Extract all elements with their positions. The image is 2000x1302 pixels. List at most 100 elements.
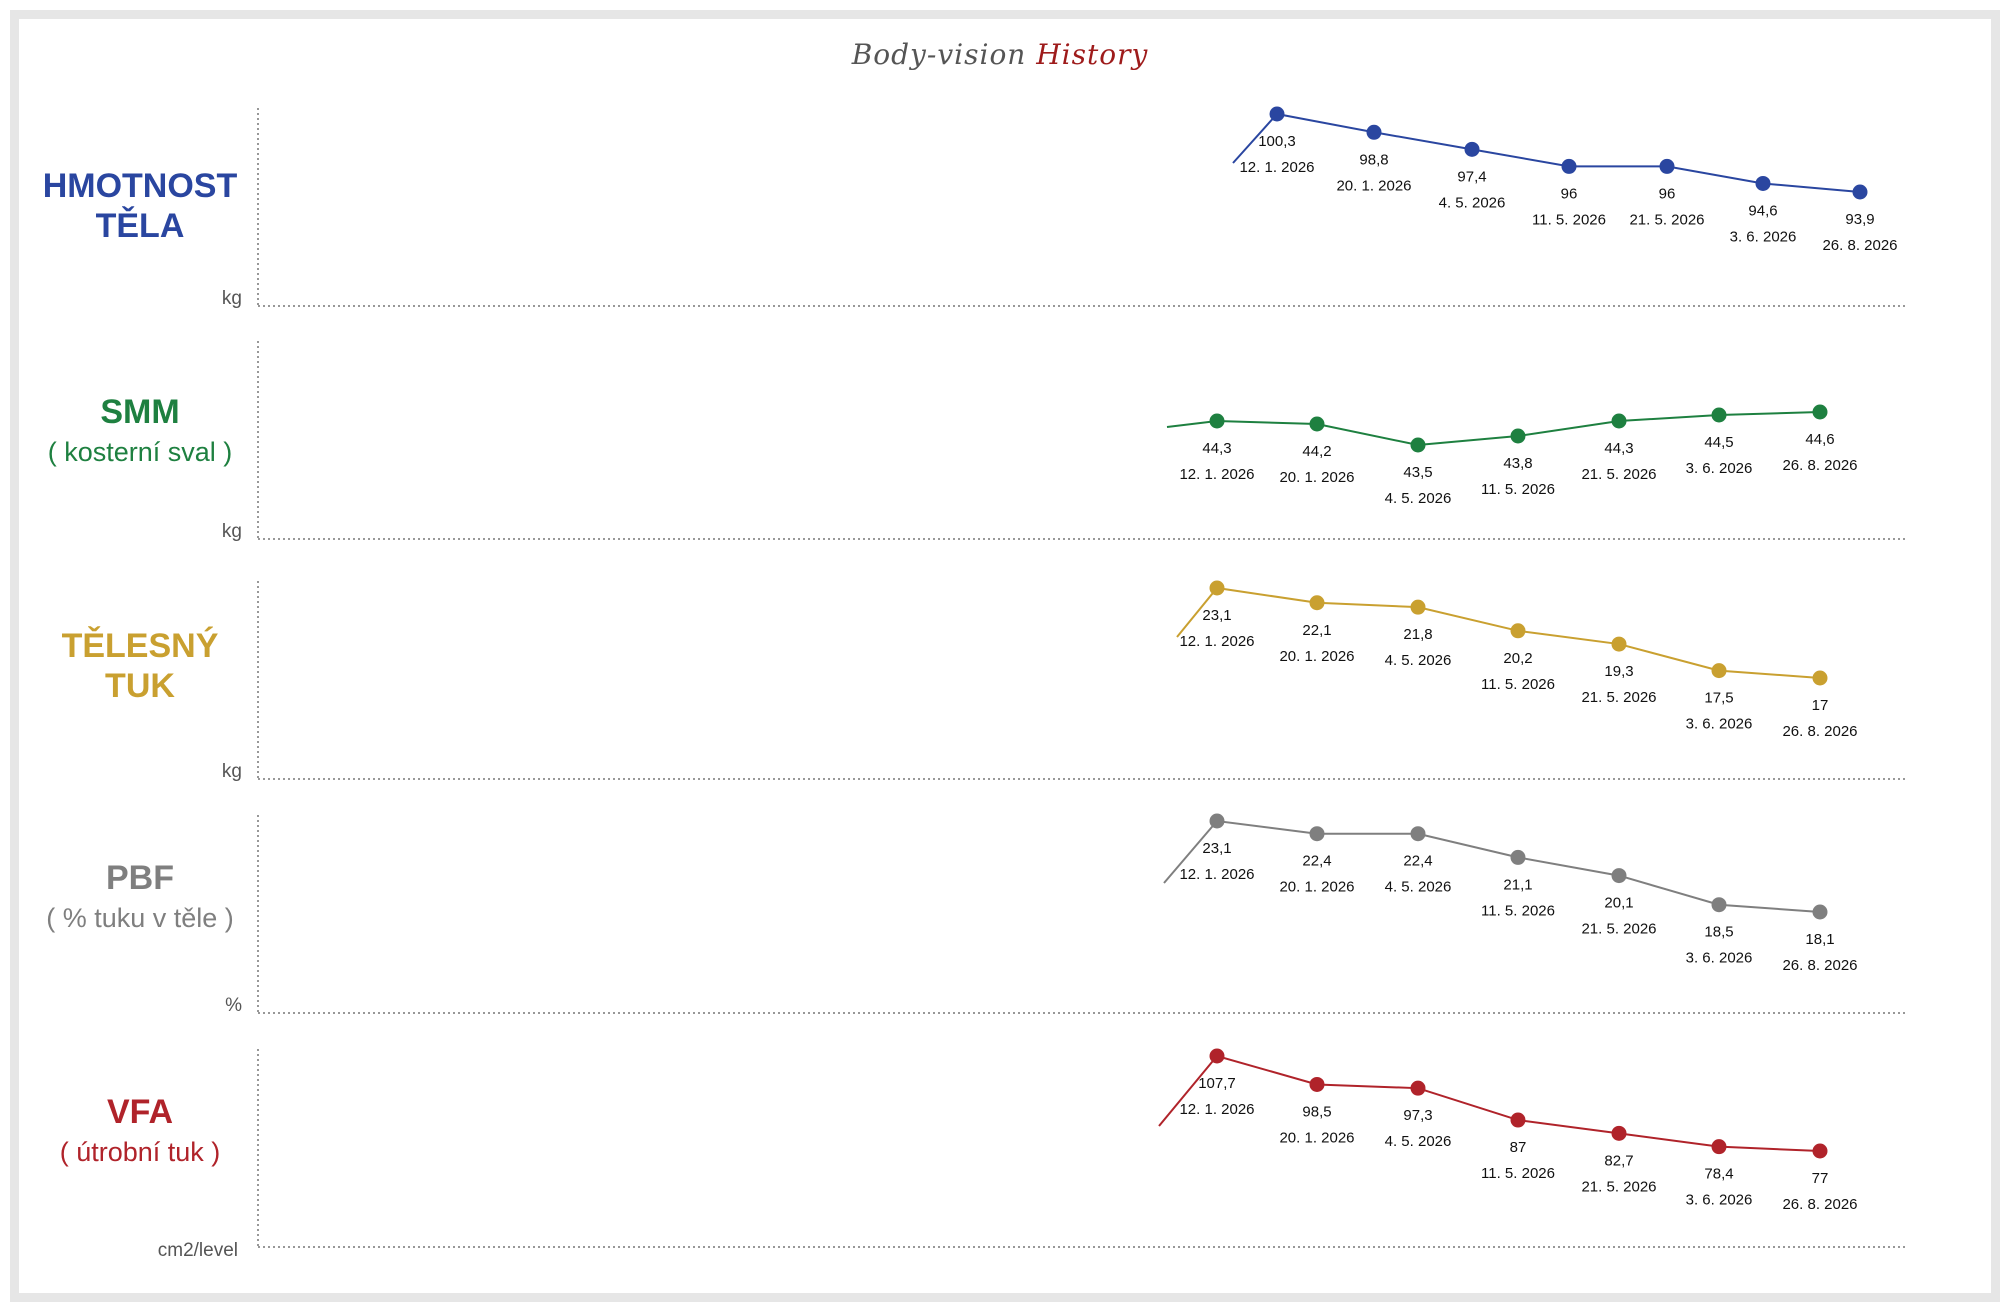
panel-title-smm-2: ( kosterní sval )	[47, 437, 233, 467]
data-point-fat-0	[1209, 580, 1225, 596]
date-label-smm-2: 4. 5. 2026	[1385, 490, 1452, 507]
data-label-pbf-4: 20,1	[1604, 895, 1633, 912]
date-label-smm-3: 11. 5. 2026	[1481, 481, 1555, 498]
data-label-weight-5: 94,6	[1748, 202, 1777, 219]
date-label-fat-6: 26. 8. 2026	[1782, 723, 1857, 740]
data-label-weight-3: 96	[1561, 185, 1578, 202]
date-label-pbf-2: 4. 5. 2026	[1385, 879, 1452, 896]
data-label-smm-2: 43,5	[1403, 464, 1432, 481]
panel-title-smm-1: SMM	[100, 393, 180, 431]
unit-fat: kg	[221, 761, 242, 782]
data-point-weight-1	[1366, 124, 1382, 140]
unit-smm: kg	[221, 521, 242, 542]
data-label-vfa-4: 82,7	[1604, 1152, 1633, 1169]
data-label-vfa-6: 77	[1812, 1170, 1829, 1187]
series-line-vfa	[1158, 1054, 1821, 1152]
panel-label-weight: HMOTNOST TĚLA	[20, 166, 260, 246]
data-label-smm-0: 44,3	[1202, 440, 1231, 457]
data-point-vfa-1	[1309, 1076, 1325, 1092]
data-label-fat-3: 20,2	[1503, 650, 1532, 667]
data-point-weight-0	[1269, 106, 1285, 122]
data-point-smm-2	[1410, 437, 1426, 453]
data-label-pbf-2: 22,4	[1403, 853, 1432, 870]
date-label-vfa-3: 11. 5. 2026	[1481, 1165, 1555, 1182]
data-point-smm-0	[1209, 413, 1225, 429]
data-point-fat-6	[1812, 670, 1828, 686]
panel-title-pbf-2: ( % tuku v těle )	[46, 903, 234, 933]
data-point-smm-4	[1611, 413, 1627, 429]
panel-title-weight-1: HMOTNOST	[42, 167, 238, 205]
data-point-weight-5	[1755, 175, 1771, 191]
data-label-pbf-1: 22,4	[1302, 853, 1331, 870]
date-label-weight-6: 26. 8. 2026	[1822, 237, 1897, 254]
data-point-vfa-6	[1812, 1143, 1828, 1159]
data-point-vfa-3	[1510, 1112, 1526, 1128]
date-label-pbf-5: 3. 6. 2026	[1686, 950, 1753, 967]
data-label-vfa-3: 87	[1510, 1139, 1527, 1156]
date-label-weight-1: 20. 1. 2026	[1336, 177, 1411, 194]
data-point-weight-2	[1464, 141, 1480, 157]
panel-title-fat-1: TĚLESNÝ	[61, 627, 219, 665]
data-label-smm-6: 44,6	[1805, 431, 1834, 448]
date-label-fat-5: 3. 6. 2026	[1686, 716, 1753, 733]
date-label-weight-3: 11. 5. 2026	[1532, 211, 1606, 228]
date-label-smm-1: 20. 1. 2026	[1279, 469, 1354, 486]
data-point-vfa-2	[1410, 1080, 1426, 1096]
data-label-fat-4: 19,3	[1604, 663, 1633, 680]
date-label-vfa-1: 20. 1. 2026	[1279, 1129, 1354, 1146]
unit-weight: kg	[221, 288, 242, 309]
date-label-smm-6: 26. 8. 2026	[1782, 457, 1857, 474]
data-label-fat-6: 17	[1812, 697, 1829, 714]
date-label-fat-3: 11. 5. 2026	[1481, 676, 1555, 693]
data-label-vfa-0: 107,7	[1198, 1075, 1236, 1092]
panel-title-pbf-1: PBF	[106, 859, 174, 897]
panel-title-vfa-2: ( útrobní tuk )	[59, 1137, 221, 1167]
data-label-smm-1: 44,2	[1302, 443, 1331, 460]
data-point-fat-4	[1611, 636, 1627, 652]
data-point-smm-5	[1711, 407, 1727, 423]
date-label-smm-4: 21. 5. 2026	[1581, 466, 1656, 483]
title-part-1: Body-vision	[851, 38, 1027, 71]
data-point-fat-1	[1309, 595, 1325, 611]
data-label-pbf-5: 18,5	[1704, 924, 1733, 941]
data-point-pbf-0	[1209, 813, 1225, 829]
date-label-pbf-0: 12. 1. 2026	[1179, 866, 1254, 883]
data-label-vfa-1: 98,5	[1302, 1103, 1331, 1120]
data-point-fat-2	[1410, 599, 1426, 615]
data-point-smm-1	[1309, 416, 1325, 432]
chart-frame	[10, 10, 2000, 1302]
date-label-fat-1: 20. 1. 2026	[1279, 648, 1354, 665]
panel-title-weight-2: TĚLA	[95, 207, 185, 245]
date-label-vfa-2: 4. 5. 2026	[1385, 1133, 1452, 1150]
date-label-vfa-6: 26. 8. 2026	[1782, 1196, 1857, 1213]
data-point-vfa-5	[1711, 1139, 1727, 1155]
data-label-smm-5: 44,5	[1704, 434, 1733, 451]
panel-title-fat-2: TUK	[105, 667, 175, 705]
data-point-vfa-4	[1611, 1125, 1627, 1141]
date-label-pbf-3: 11. 5. 2026	[1481, 902, 1555, 919]
data-label-smm-4: 44,3	[1604, 440, 1633, 457]
date-label-smm-0: 12. 1. 2026	[1179, 466, 1254, 483]
date-label-pbf-1: 20. 1. 2026	[1279, 879, 1354, 896]
data-label-fat-1: 22,1	[1302, 622, 1331, 639]
date-label-pbf-6: 26. 8. 2026	[1782, 957, 1857, 974]
panel-label-vfa: VFA ( útrobní tuk )	[20, 1092, 260, 1172]
data-point-pbf-6	[1812, 904, 1828, 920]
panel-label-fat: TĚLESNÝ TUK	[20, 626, 260, 706]
data-label-weight-0: 100,3	[1258, 133, 1296, 150]
data-label-pbf-6: 18,1	[1805, 931, 1834, 948]
data-point-weight-4	[1659, 158, 1675, 174]
unit-vfa: cm2/level	[157, 1240, 238, 1261]
data-point-pbf-3	[1510, 849, 1526, 865]
date-label-vfa-4: 21. 5. 2026	[1581, 1178, 1656, 1195]
data-label-fat-2: 21,8	[1403, 626, 1432, 643]
title-part-2: History	[1036, 38, 1149, 71]
page-title: Body-vision History	[0, 38, 2000, 71]
date-label-weight-5: 3. 6. 2026	[1730, 228, 1797, 245]
data-label-smm-3: 43,8	[1503, 455, 1532, 472]
series-line-pbf	[1163, 819, 1821, 913]
series-line-smm	[1166, 411, 1821, 447]
data-label-fat-0: 23,1	[1202, 607, 1231, 624]
series-line-weight	[1232, 112, 1861, 193]
date-label-weight-0: 12. 1. 2026	[1239, 159, 1314, 176]
